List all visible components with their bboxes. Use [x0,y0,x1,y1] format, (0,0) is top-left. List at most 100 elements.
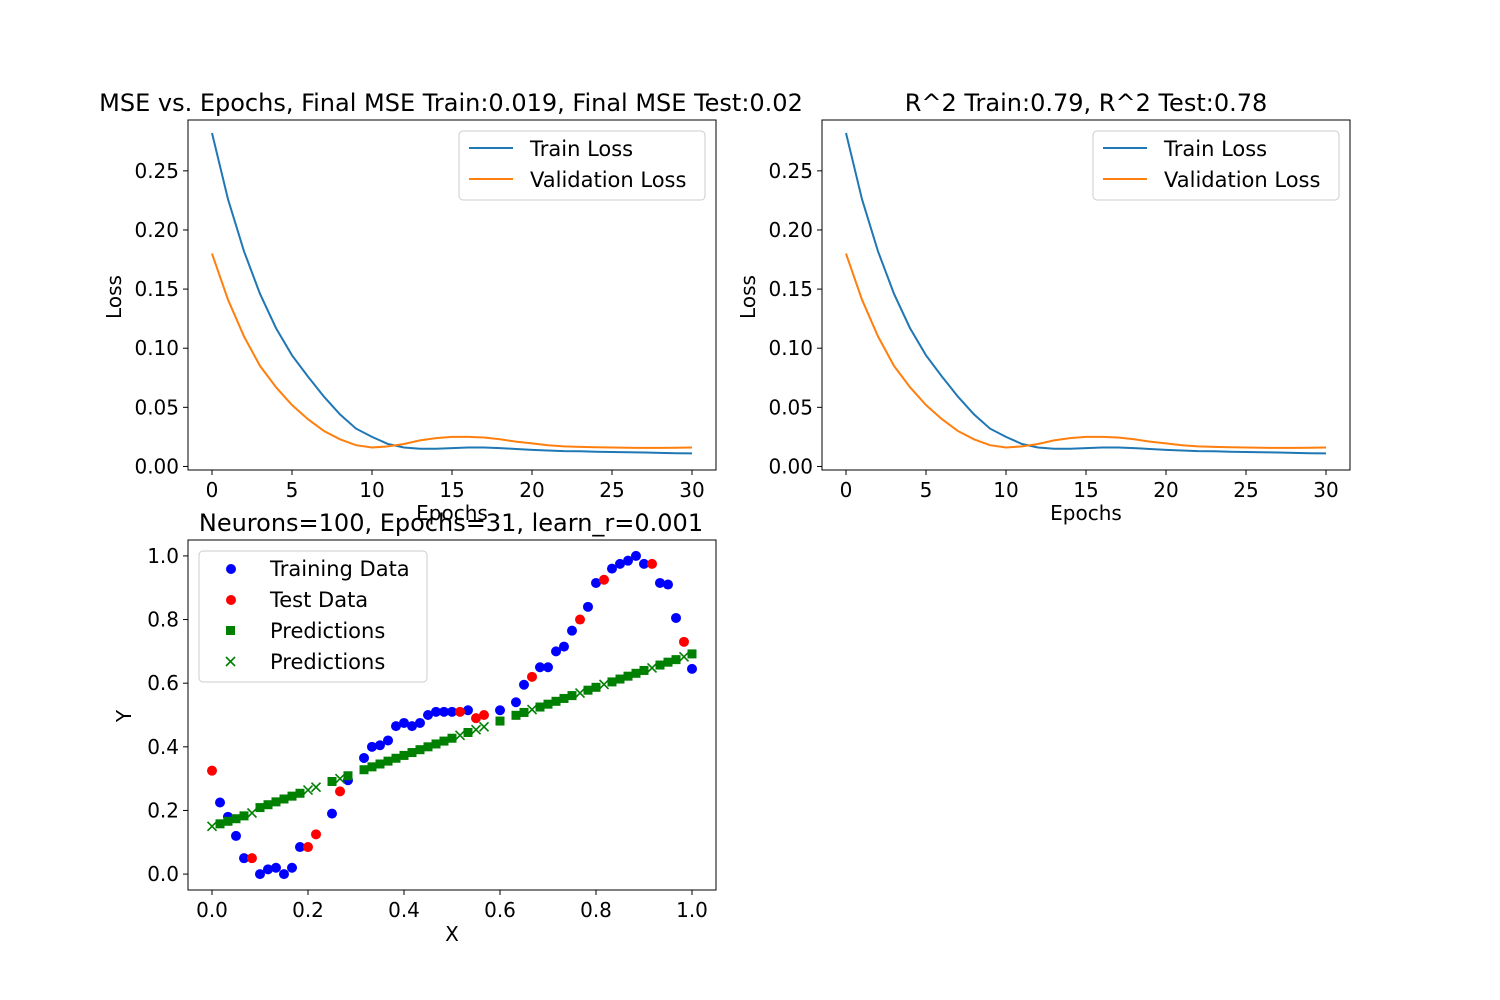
chart-title: R^2 Train:0.79, R^2 Test:0.78 [905,89,1268,117]
point-training-data [287,862,298,873]
point-training-data [495,705,505,716]
point-predictions-square [519,707,529,717]
legend-label-validation-loss: Validation Loss [530,168,686,192]
x-tick-label: 10 [359,478,384,502]
point-test-data [471,713,481,724]
point-training-data [543,662,553,673]
point-predictions-square [367,762,377,772]
point-training-data [447,706,457,717]
legend-label-predictions-square: Predictions [270,619,385,643]
plot-frame [187,119,717,471]
point-test-data [207,765,217,776]
point-predictions-square [631,668,641,678]
plot-frame [821,119,1351,471]
point-training-data [407,721,418,732]
point-training-data [359,752,370,763]
x-tick-label: 25 [1233,478,1258,502]
legend-swatch-predictions-x [225,656,236,667]
legend: Train Loss Validation Loss [1092,130,1340,201]
point-predictions-square [271,797,281,807]
x-tick-label: 0.6 [484,898,516,922]
y-tick-label: 0.25 [768,159,813,183]
point-test-data [455,706,466,717]
point-predictions-square [559,693,569,703]
y-tick-label: 0.10 [768,336,813,360]
legend-swatch-predictions-square [226,626,235,635]
point-predictions-x [574,687,586,699]
point-predictions-square [359,765,369,775]
legend-label-validation-loss: Validation Loss [1164,168,1320,192]
point-predictions-square [447,733,457,743]
point-training-data [639,558,649,569]
point-test-data [527,671,538,682]
point-training-data [567,625,577,636]
legend-label-train-loss: Train Loss [529,137,633,161]
y-tick-label: 0.0 [147,862,179,886]
point-training-data [606,563,617,574]
legend-label-test-data: Test Data [269,588,368,612]
point-training-data [231,830,241,841]
point-predictions-x [310,782,322,793]
x-tick-label: 15 [439,478,464,502]
point-predictions-square [391,753,401,763]
series-line-train-loss [845,132,1327,455]
point-predictions-square [407,748,417,758]
point-test-data [246,853,257,864]
y-tick-label: 0.6 [147,671,179,695]
point-training-data [366,741,377,752]
x-tick-label: 20 [1153,478,1178,502]
point-predictions-square [399,750,409,760]
point-predictions-square [607,677,617,687]
point-predictions-x [678,651,690,662]
y-tick-label: 1.0 [147,544,179,568]
point-test-data [678,636,689,647]
point-training-data [462,705,473,716]
legend-label-training-data: Training Data [269,557,410,581]
point-training-data [582,601,593,612]
y-tick-label: 0.20 [134,218,179,242]
point-predictions-square [687,649,697,659]
point-predictions-square [615,674,625,684]
y-axis-label: Loss [102,275,126,319]
point-predictions-square [623,671,633,681]
point-training-data [414,717,425,728]
point-predictions-x [598,679,610,690]
y-tick-label: 0.15 [134,277,179,301]
legend: Training Data Test Data Predictions Pred… [198,550,428,683]
subplot-predictions-scatter: Neurons=100, Epochs=31, learn_r=0.001 0.… [112,509,717,946]
point-predictions-square [263,800,273,810]
point-predictions-square [383,756,393,766]
x-tick-label: 0.8 [580,898,612,922]
point-training-data [623,555,634,566]
point-training-data [615,558,625,569]
legend-label-predictions-x: Predictions [270,650,385,674]
point-training-data [510,697,521,708]
point-predictions-x [470,724,482,735]
series-line-validation-loss [845,253,1327,449]
point-test-data [479,710,490,720]
point-training-data [671,612,682,623]
point-test-data [599,574,610,585]
point-predictions-square [671,655,681,665]
point-predictions-square [463,728,473,737]
y-axis-label: Y [112,709,136,723]
y-tick-label: 0.4 [147,735,179,759]
point-training-data [270,862,281,873]
point-predictions-square [543,699,553,709]
point-training-data [534,662,545,673]
y-axis-label: Loss [736,275,760,319]
point-predictions-square [215,819,225,829]
point-training-data [215,797,226,808]
point-training-data [654,577,665,588]
point-training-data [375,740,385,751]
point-predictions-square [639,665,649,675]
point-predictions-square [223,816,233,826]
point-predictions-square [567,691,577,701]
subplot-mse-loss: MSE vs. Epochs, Final MSE Train:0.019, F… [99,89,803,525]
x-tick-label: 20 [519,478,544,502]
point-predictions-square [255,803,265,813]
point-predictions-square [511,710,521,720]
point-predictions-square [655,660,665,670]
x-tick-label: 15 [1073,478,1098,502]
